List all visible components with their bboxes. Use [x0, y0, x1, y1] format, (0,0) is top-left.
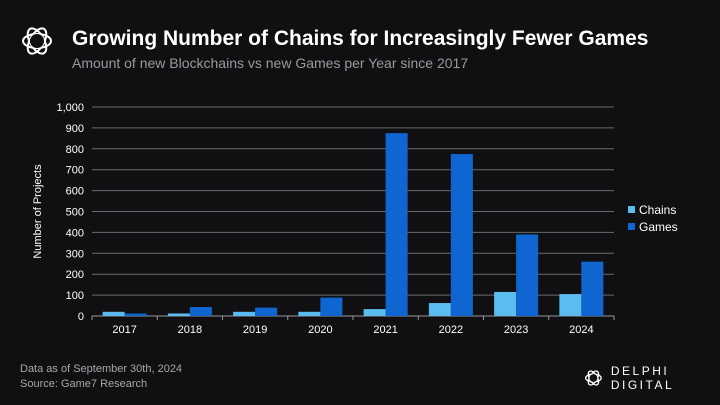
bar-chains-2021	[363, 309, 386, 316]
y-tick-label: 600	[66, 186, 84, 198]
bar-chains-2022	[428, 303, 451, 316]
x-tick-label: 2024	[569, 324, 593, 336]
legend-label-chains: Chains	[639, 203, 676, 217]
source-note: Source: Game7 Research	[20, 378, 148, 390]
x-tick-label: 2022	[439, 324, 463, 336]
x-tick-label: 2018	[178, 324, 202, 336]
brand: DELPHI DIGITAL	[584, 364, 720, 392]
delphi-logo-icon	[22, 27, 52, 55]
brand-name: DELPHI DIGITAL	[610, 364, 675, 392]
y-tick-label: 200	[66, 269, 84, 281]
bar-chains-2017	[102, 311, 125, 316]
y-tick-label: 700	[66, 165, 84, 177]
x-tick-label: 2023	[504, 324, 528, 336]
y-tick-label: 100	[66, 290, 84, 302]
y-tick-label: 0	[78, 311, 84, 323]
bar-games-2022	[450, 154, 473, 316]
bar-games-2018	[189, 307, 212, 316]
y-axis-label: Number of Projects	[32, 164, 44, 259]
y-tick-label: 1,000	[56, 102, 84, 114]
y-tick-label: 300	[66, 248, 84, 260]
legend-label-games: Games	[639, 220, 678, 234]
brand-logo-icon	[584, 370, 602, 386]
bar-chains-2020	[298, 311, 321, 316]
y-tick-label: 800	[66, 144, 84, 156]
bar-games-2017	[124, 313, 147, 316]
bar-games-2023	[516, 234, 539, 316]
page-subtitle: Amount of new Blockchains vs new Games p…	[72, 55, 469, 71]
y-tick-label: 500	[66, 207, 84, 219]
y-tick-label: 400	[66, 227, 84, 239]
legend-swatch-chains	[628, 206, 635, 213]
bar-games-2024	[581, 261, 604, 316]
x-tick-label: 2020	[308, 324, 332, 336]
bar-games-2019	[255, 307, 278, 316]
bar-chains-2019	[233, 311, 256, 316]
x-tick-label: 2017	[112, 324, 136, 336]
page-title: Growing Number of Chains for Increasingl…	[72, 27, 649, 50]
y-tick-label: 900	[66, 123, 84, 135]
bar-games-2021	[385, 133, 408, 316]
data-note: Data as of September 30th, 2024	[20, 363, 183, 375]
bar-chains-2018	[167, 313, 190, 316]
bar-games-2020	[320, 297, 343, 316]
x-tick-label: 2019	[243, 324, 267, 336]
legend-swatch-games	[628, 223, 635, 230]
bar-chains-2023	[494, 291, 517, 316]
x-tick-label: 2021	[373, 324, 397, 336]
bar-chains-2024	[559, 294, 582, 316]
